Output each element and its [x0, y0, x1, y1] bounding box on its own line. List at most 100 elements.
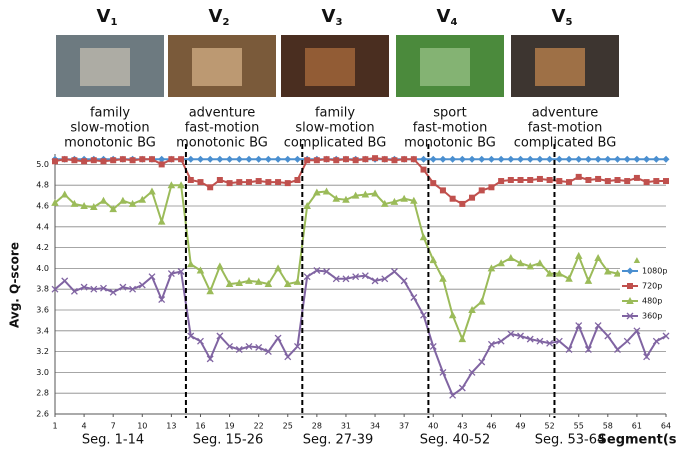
video-description: monotonic BG [176, 136, 268, 151]
point [643, 156, 650, 163]
point [411, 156, 417, 162]
point [439, 275, 447, 282]
video-label: V1 [97, 6, 118, 28]
point [624, 156, 631, 163]
point [605, 333, 611, 339]
point [459, 156, 466, 163]
y-axis-label: Avg. Q-score [8, 242, 22, 328]
video-subscript: 5 [565, 17, 572, 28]
thumbnail-detail [535, 48, 585, 86]
x-tick-label: 34 [370, 422, 380, 431]
segment-label: Seg. 53-64 [535, 433, 606, 448]
point [615, 177, 621, 183]
point [449, 156, 456, 163]
point [556, 156, 563, 163]
x-tick-label: 64 [661, 422, 671, 431]
point [585, 277, 593, 284]
point [546, 156, 553, 163]
point [488, 156, 495, 163]
thumbnail-detail [192, 48, 242, 86]
point [197, 179, 203, 185]
point [429, 256, 437, 263]
point [450, 196, 456, 202]
point [372, 155, 378, 161]
point [459, 201, 465, 207]
point [158, 218, 166, 225]
point [575, 252, 583, 259]
point [81, 158, 87, 164]
point [100, 197, 108, 204]
point [227, 180, 233, 186]
y-tick-label: 4.2 [36, 243, 49, 252]
point [449, 311, 457, 318]
point [488, 184, 494, 190]
point [391, 269, 397, 275]
point [333, 157, 339, 163]
point [256, 178, 262, 184]
point [634, 175, 640, 181]
point [52, 158, 58, 164]
x-tick-label: 61 [632, 422, 642, 431]
point [536, 156, 543, 163]
point [595, 176, 601, 182]
video-subscript: 3 [335, 17, 342, 28]
point [459, 385, 465, 391]
point [498, 156, 505, 163]
x-tick-label: 43 [457, 422, 467, 431]
point [663, 156, 670, 163]
point [353, 157, 359, 163]
point [62, 156, 68, 162]
point [459, 335, 467, 342]
point [294, 278, 302, 285]
video-description: complicated BG [284, 136, 387, 151]
point [274, 264, 282, 271]
point [130, 157, 136, 163]
x-tick-label: 52 [545, 422, 555, 431]
x-tick-label: 49 [515, 422, 525, 431]
video-name: V [322, 6, 336, 27]
point [294, 156, 301, 163]
video-name: V [552, 6, 566, 27]
point [275, 156, 282, 163]
point [362, 156, 368, 162]
point [576, 174, 582, 180]
x-tick-label: 40 [428, 422, 438, 431]
point [246, 179, 252, 185]
point [206, 287, 214, 294]
video-subscript: 1 [110, 17, 117, 28]
point [100, 158, 106, 164]
point [245, 156, 252, 163]
legend-label: 480p [642, 297, 662, 306]
point [139, 156, 145, 162]
point [255, 156, 262, 163]
x-tick-label: 22 [254, 422, 264, 431]
point [71, 157, 77, 163]
y-tick-label: 3.6 [36, 306, 49, 315]
video-description: adventure [189, 106, 256, 121]
point [469, 156, 476, 163]
point [585, 156, 592, 163]
x-tick-label: 25 [283, 422, 293, 431]
point [478, 156, 485, 163]
point [149, 156, 155, 162]
x-axis-label: Segment(s) [598, 433, 677, 448]
point [420, 156, 427, 163]
point [148, 187, 156, 194]
y-tick-label: 4.0 [36, 264, 49, 273]
x-tick-label: 16 [195, 422, 205, 431]
point [265, 179, 271, 185]
y-tick-label: 3.0 [36, 368, 49, 377]
point [314, 157, 320, 163]
point [517, 156, 524, 163]
point [594, 254, 602, 261]
point [236, 179, 242, 185]
point [556, 178, 562, 184]
segment-label: Seg. 1-14 [82, 433, 144, 448]
x-tick-label: 7 [111, 422, 116, 431]
segment-label: Seg. 27-39 [303, 433, 374, 448]
segment-label: Seg. 40-52 [420, 433, 491, 448]
point [507, 254, 515, 261]
point [595, 156, 602, 163]
x-tick-label: 31 [341, 422, 351, 431]
video-name: V [97, 6, 111, 27]
